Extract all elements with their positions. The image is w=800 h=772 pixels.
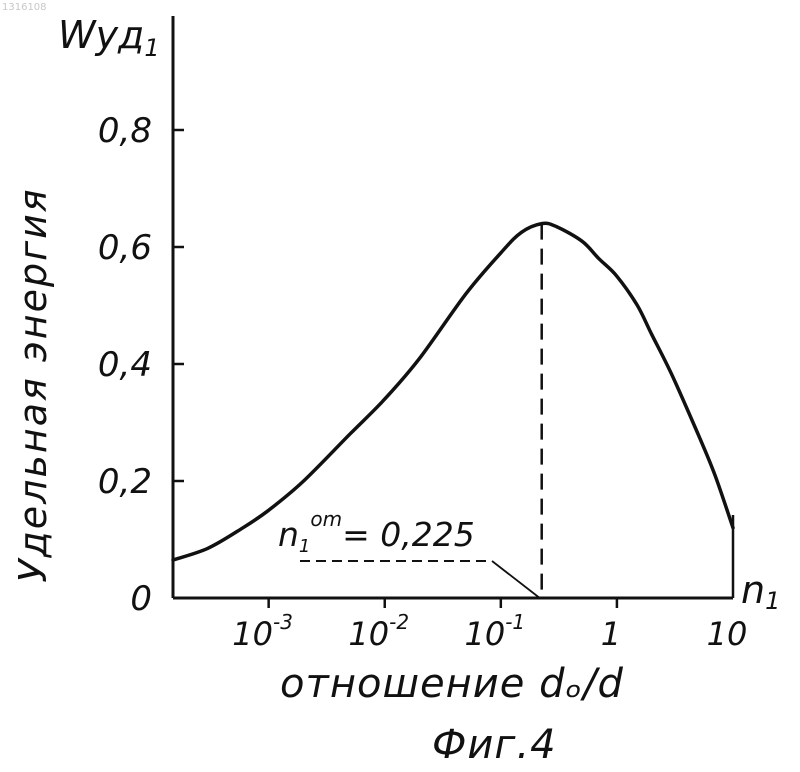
corner-stamp: 1316108	[2, 2, 47, 13]
figure-caption: Фиг.4	[432, 722, 557, 768]
x-tick-label: 10-2	[348, 610, 409, 653]
x-axis-title: отношение dₒ/d	[280, 661, 624, 707]
annotation-leader	[491, 560, 541, 599]
y-tick-label: 0,8	[98, 111, 152, 151]
x-ticks: 10-3 10-2 10-1 1 10	[232, 598, 747, 653]
y-tick-label: 0,6	[98, 228, 152, 268]
peak-annotation: n1om= 0,225	[278, 507, 475, 557]
x-unit-label: n1	[741, 568, 780, 615]
y-ticks: 0 0,2 0,4 0,6 0,8	[98, 111, 184, 619]
y-unit-label: Wуд1	[58, 13, 160, 62]
x-tick-label: 10	[707, 615, 748, 653]
series-line	[171, 221, 735, 562]
y-tick-label: 0,2	[98, 462, 152, 502]
y-tick-label: 0,4	[98, 345, 152, 385]
x-tick-label: 10-3	[232, 610, 293, 653]
y-axis-title: Удельная энергия	[11, 187, 55, 582]
x-tick-label: 10-1	[464, 610, 525, 653]
y-tick-label: 0	[130, 579, 152, 619]
x-tick-label: 1	[601, 615, 621, 653]
